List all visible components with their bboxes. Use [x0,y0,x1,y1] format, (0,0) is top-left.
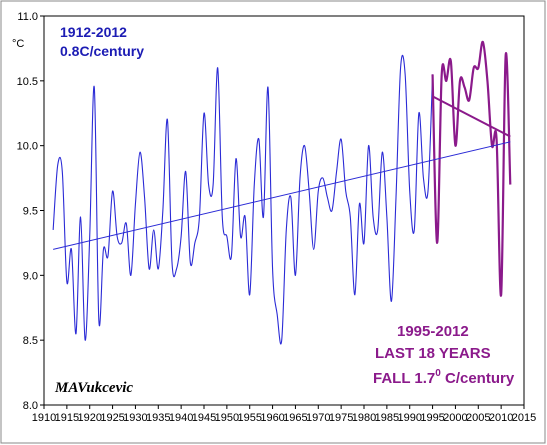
rate-long-label: 0.8C/century [60,43,144,59]
trend-lines-group [53,95,511,250]
fall-rate-label: FALL 1.70 C/century [373,368,515,387]
y-tick-label: 10.0 [17,141,38,153]
x-tick-label: 1920 [77,412,101,424]
x-tick-label: 1910 [32,412,56,424]
author-signature: MAVukcevic [54,380,133,396]
x-tick-label: 1990 [397,412,421,424]
x-tick-label: 1975 [329,412,353,424]
x-tick-label: 1935 [146,412,170,424]
x-tick-label: 1950 [215,412,239,424]
x-tick-label: 1985 [375,412,399,424]
fall-rate-degree: 0 [435,368,441,379]
x-tick-label: 2000 [443,412,467,424]
x-tick-label: 1955 [237,412,261,424]
x-tick-label: 2015 [512,412,536,424]
x-tick-label: 1930 [123,412,147,424]
y-tick-label: 8.0 [23,400,38,412]
temperature-line [52,54,434,345]
y-tick-label: 8.5 [23,335,38,347]
y-tick-label: 11.0 [17,11,38,23]
series-group [52,40,512,345]
unit-label: °C [12,38,24,50]
y-axis-ticks: 8.0 8.5 9.0 9.5 10.0 10.5 11.0 [17,11,44,412]
recent-temperature-line [431,40,512,297]
trend-line-long [53,141,511,250]
last-years-label: LAST 18 YEARS [375,345,491,362]
y-tick-label: 9.0 [23,270,38,282]
x-tick-label: 1995 [420,412,444,424]
trend-line-recent [432,95,511,138]
plot-area [43,15,525,406]
x-tick-label: 1960 [260,412,284,424]
period-short-label: 1995-2012 [397,323,469,340]
x-tick-label: 1925 [100,412,124,424]
y-tick-label: 9.5 [23,206,38,218]
x-tick-label: 1940 [169,412,193,424]
x-tick-label: 1965 [283,412,307,424]
x-tick-label: 1970 [306,412,330,424]
x-tick-label: 2010 [489,412,513,424]
x-tick-label: 1945 [192,412,216,424]
y-tick-label: 10.5 [17,76,38,88]
fall-rate-prefix: FALL 1.7 [373,370,435,387]
x-tick-label: 2005 [466,412,490,424]
period-long-label: 1912-2012 [60,24,127,40]
x-tick-label: 1980 [352,412,376,424]
x-axis-ticks: 1910191519201925193019351940194519501955… [32,405,536,424]
x-tick-label: 1915 [55,412,79,424]
fall-rate-suffix: C/century [441,370,515,387]
